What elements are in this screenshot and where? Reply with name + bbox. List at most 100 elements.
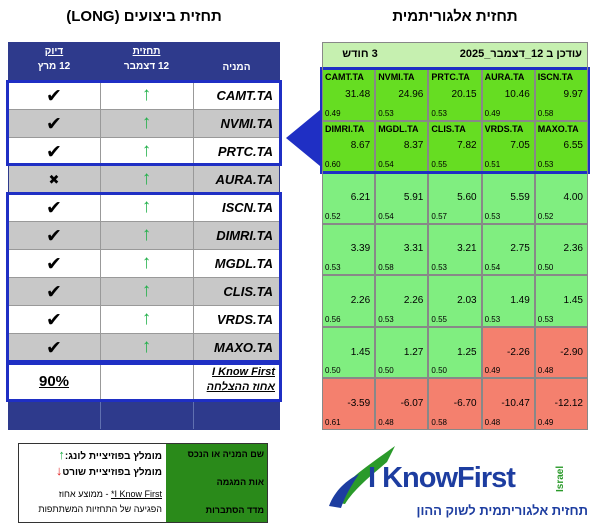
cell-score: 0.50 <box>378 366 394 376</box>
row-divider <box>100 110 101 138</box>
row-divider <box>100 250 101 278</box>
legend-long-text: מומלץ בפוזיציית לונג: <box>64 451 162 462</box>
grid-cell: -10.47 0.48 <box>481 378 535 430</box>
pointer-arrow <box>286 110 320 166</box>
row-divider <box>193 82 194 110</box>
header-text: 12 דצמבר <box>123 61 170 72</box>
left-title: תחזית ביצועים (LONG) <box>66 8 222 25</box>
cell-score: 0.53 <box>431 108 447 118</box>
table-row <box>8 82 280 110</box>
cell-score: 0.49 <box>484 108 501 118</box>
cell-score: 0.48 <box>484 417 501 427</box>
updated: עודכן ב 12_דצמבר_2025 <box>459 48 582 60</box>
grid-cell: -6.70 0.58 <box>428 378 482 430</box>
cell-score: 0.49 <box>484 366 501 376</box>
ticker: DIMRI.TA <box>216 228 273 243</box>
cell-score: 0.58 <box>431 417 447 427</box>
header-text: המניה <box>222 62 251 73</box>
logo-country: Israel <box>555 465 566 492</box>
row-divider <box>193 278 194 306</box>
cell-value: 10.46 <box>504 88 530 100</box>
cell-score: 0.54 <box>378 160 394 170</box>
row-divider <box>193 110 194 138</box>
legend-short-arrow: ↓ <box>55 463 63 478</box>
cell-score: 0.58 <box>537 108 554 118</box>
table-row <box>8 306 280 334</box>
cell-ticker: NVMI.TA <box>378 72 415 82</box>
forecast-arrow: ↑ <box>141 140 152 161</box>
footer-divider <box>100 401 101 430</box>
cell-score: 0.50 <box>431 366 447 376</box>
grid-frame <box>322 42 588 430</box>
grid-cell: 1.49 0.53 <box>481 275 535 327</box>
logo-tagline: תחזית אלגוריתמית לשוק ההון <box>416 503 588 518</box>
accuracy-mark: ✔ <box>46 310 62 331</box>
cell-score: 0.54 <box>484 263 501 273</box>
grid-cell: -3.59 0.61 <box>322 378 376 430</box>
accuracy-mark: ✔ <box>46 198 62 219</box>
cell-value: 2.03 <box>457 295 477 307</box>
cell-value: 1.27 <box>403 346 424 358</box>
legend-short-text: מומלץ בפוזיציית שורט <box>62 467 162 478</box>
group-outline <box>6 192 282 363</box>
grid-cell: 1.45 0.50 <box>322 326 376 379</box>
grid-cell: 5.59 0.53 <box>481 172 535 224</box>
grid-cell: CLIS.TA 7.82 0.55 <box>428 120 482 173</box>
legend-note-line2: הפגיעה של התחזיות המשתתפות <box>38 504 162 514</box>
accuracy-mark: ✔ <box>46 254 62 275</box>
cell-score: 0.49 <box>325 108 341 118</box>
accuracy-mark: ✔ <box>46 282 62 303</box>
accuracy-mark: ✖ <box>48 172 60 187</box>
grid-cell: MGDL.TA 8.37 0.54 <box>375 120 429 173</box>
legend-box <box>18 443 268 523</box>
accuracy-mark: ✔ <box>46 142 62 163</box>
cell-value: 3.21 <box>457 243 477 255</box>
grid-cell: AURA.TA 10.46 0.49 <box>481 69 535 121</box>
cell-ticker: CLIS.TA <box>431 123 466 134</box>
forecast-arrow: ↑ <box>141 84 152 105</box>
horizon: 3 חודש <box>342 48 378 60</box>
cell-score: 0.53 <box>431 263 447 273</box>
cell-ticker: PRTC.TA <box>431 72 470 82</box>
table-row <box>8 138 280 166</box>
cell-ticker: DIMRI.TA <box>325 123 365 134</box>
legend-note: I Know First* - ממוצע אחוז <box>20 489 162 499</box>
table-row <box>8 278 280 306</box>
cell-value: -6.70 <box>453 398 477 410</box>
cell-value: 20.15 <box>451 88 477 100</box>
cell-ticker: AURA.TA <box>484 72 525 82</box>
row-divider <box>100 222 101 250</box>
grid-cell: -2.26 0.49 <box>481 326 535 379</box>
table-row <box>8 194 280 222</box>
row-divider <box>193 166 194 194</box>
grid-cell: 2.03 0.55 <box>428 275 482 327</box>
table-row <box>8 222 280 250</box>
cell-score: 0.53 <box>325 263 341 273</box>
ticker: MAXO.TA <box>214 340 273 355</box>
cell-value: -2.26 <box>506 346 530 358</box>
ticker: NVMI.TA <box>220 116 273 131</box>
cell-value: 1.49 <box>510 295 530 307</box>
forecast-arrow: ↑ <box>141 168 152 189</box>
cell-value: 3.31 <box>403 243 424 255</box>
cell-ticker: MGDL.TA <box>378 123 419 134</box>
cell-value: 2.26 <box>350 295 371 307</box>
forecast-arrow: ↑ <box>141 308 152 329</box>
cell-score: 0.53 <box>484 314 501 324</box>
row-divider <box>193 194 194 222</box>
grid-cell: -2.90 0.48 <box>534 326 588 379</box>
summary-value: 90% <box>38 373 70 390</box>
group-outline <box>6 80 282 166</box>
cell-value: -2.90 <box>560 346 583 358</box>
accuracy-mark: ✔ <box>46 114 62 135</box>
cell-score: 0.52 <box>325 211 341 221</box>
legend-long: מומלץ בפוזיציית לונג:↑ <box>20 447 162 462</box>
cell-score: 0.48 <box>537 366 554 376</box>
row-divider <box>193 222 194 250</box>
cell-value: 24.96 <box>398 88 424 100</box>
cell-score: 0.55 <box>431 314 447 324</box>
grid-cell: 6.21 0.52 <box>322 172 376 224</box>
row-divider <box>193 306 194 334</box>
cell-value: 5.91 <box>403 191 424 203</box>
